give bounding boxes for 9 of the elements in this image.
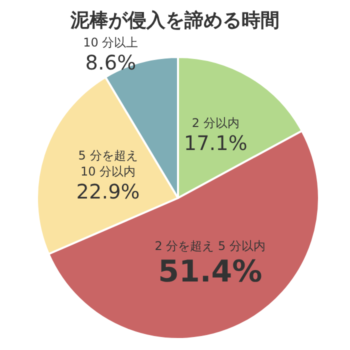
- chart-title: 泥棒が侵入を諦める時間: [70, 10, 280, 32]
- data-label: 51.4%: [158, 254, 262, 290]
- data-label: 17.1%: [184, 130, 248, 155]
- data-label: 22.9%: [76, 180, 140, 204]
- slice-label: 10 分以上: [83, 35, 138, 50]
- slice-label: 2 分を超え 5 分以内: [154, 239, 266, 254]
- slice-label: 2 分以内: [192, 116, 240, 130]
- slice-label: 5 分を超え 10 分以内: [78, 148, 138, 179]
- data-label: 8.6%: [85, 50, 136, 74]
